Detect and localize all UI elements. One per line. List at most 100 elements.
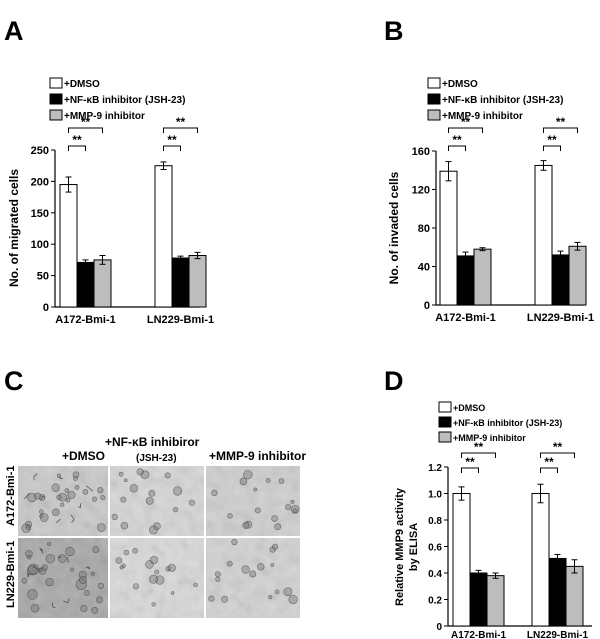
significance-bracket [461, 467, 479, 473]
significance-bracket [461, 452, 496, 458]
microscopy-image [110, 466, 204, 536]
bar [188, 255, 207, 308]
panel-letter-a: A [4, 16, 24, 46]
y-tick-label: 0 [424, 300, 430, 312]
legend-swatch [49, 109, 63, 121]
legend-label: +DMSO [64, 79, 100, 90]
chart-invaded-cells: +DMSO +NF-κB inhibitor (JSH-23) +MMP-9 inh… [387, 77, 594, 324]
y-tick-label: 160 [412, 146, 430, 158]
significance-bracket [540, 452, 575, 458]
legend-swatch [49, 77, 63, 89]
legend-swatch [427, 77, 441, 89]
legend-label: +MMP-9 inhibitor [453, 433, 526, 443]
significance-label: ** [461, 115, 471, 129]
bar [452, 493, 471, 627]
legend-label: +MMP-9 inhibitor [442, 111, 523, 122]
significance-label: ** [556, 115, 566, 129]
y-tick-label: 50 [37, 271, 49, 283]
significance-label: ** [167, 133, 177, 147]
bar [171, 257, 190, 308]
bar [439, 170, 458, 306]
legend-label: +MMP-9 inhibitor [64, 111, 145, 122]
bar [551, 254, 570, 306]
bar [565, 565, 584, 627]
significance-label: ** [474, 440, 484, 454]
significance-label: ** [465, 455, 475, 469]
bar [486, 575, 505, 627]
significance-bracket [163, 127, 198, 133]
bar [59, 184, 78, 308]
y-tick-label: 40 [418, 262, 430, 274]
bar [93, 259, 112, 308]
significance-label: ** [544, 455, 554, 469]
y-axis-label: No. of migrated cells [7, 169, 21, 287]
micro-row-ln229: LN229-Bmi-1 [5, 541, 17, 608]
significance-bracket [543, 127, 578, 133]
y-tick-label: 200 [31, 176, 49, 188]
y-tick-label: 0.2 [428, 596, 442, 607]
panel-letter-c: C [4, 366, 24, 396]
y-tick-label: 0 [436, 622, 442, 633]
microscopy-image [206, 466, 300, 536]
panel-letter-d: D [384, 366, 404, 396]
significance-bracket [163, 145, 181, 151]
significance-bracket [68, 127, 103, 133]
significance-bracket [543, 145, 561, 151]
y-tick-label: 1.0 [428, 490, 442, 501]
legend-swatch [49, 93, 63, 105]
chart-migrated-cells: +DMSO +NF-κB inhibitor (JSH-23) +MMP-9 inh… [7, 77, 214, 326]
microscopy-image [206, 538, 300, 618]
y-tick-label: 0.6 [428, 543, 442, 554]
significance-label: ** [72, 133, 82, 147]
microscopy-panel: +DMSO +NF-κB inhibiror (JSH-23) +MMP-9 i… [5, 435, 306, 618]
significance-label: ** [553, 440, 563, 454]
y-tick-label: 120 [412, 185, 430, 197]
y-axis-label: No. of invaded cells [387, 171, 401, 284]
micro-col-nfkb-sub: (JSH-23) [136, 453, 177, 464]
micro-col-dmso: +DMSO [62, 449, 105, 463]
y-axis-label: Relative MMP9 activity by ELISA [394, 487, 420, 606]
significance-bracket [448, 127, 483, 133]
y-tick-label: 1.2 [428, 463, 442, 474]
x-tick-label: A172-Bmi-1 [451, 630, 506, 639]
x-tick-label: LN229-Bmi-1 [147, 314, 214, 326]
legend-swatch [427, 93, 441, 105]
microscopy-image [18, 538, 108, 618]
bar [531, 493, 550, 627]
bar [548, 557, 567, 627]
micro-col-mmp9: +MMP-9 inhibitor [209, 449, 306, 463]
legend-label: +NF-κB inhibitor (JSH-23) [453, 418, 562, 428]
significance-label: ** [547, 133, 557, 147]
x-tick-label: A172-Bmi-1 [435, 312, 496, 324]
bar [534, 164, 553, 306]
significance-label: ** [176, 115, 186, 129]
chart-mmp9-activity: +DMSO +NF-κB inhibitor (JSH-23) +MMP-9 inh… [394, 401, 592, 639]
legend-label: +NF-κB inhibitor (JSH-23) [64, 95, 185, 106]
significance-label: ** [452, 133, 462, 147]
microscopy-image [110, 538, 204, 618]
y-tick-label: 100 [31, 239, 49, 251]
bar [76, 261, 95, 308]
significance-bracket [68, 145, 86, 151]
legend-swatch [438, 416, 452, 428]
legend-label: +DMSO [442, 79, 478, 90]
legend-label: +DMSO [453, 403, 485, 413]
significance-label: ** [81, 115, 91, 129]
y-tick-label: 0.4 [428, 569, 442, 580]
x-tick-label: LN229-Bmi-1 [527, 312, 594, 324]
micro-col-nfkb: +NF-κB inhibiror [105, 435, 200, 449]
bar [473, 248, 492, 306]
significance-bracket [540, 467, 558, 473]
bar [456, 255, 475, 306]
legend-swatch [438, 401, 452, 413]
y-tick-label: 150 [31, 208, 49, 220]
y-tick-label: 0 [43, 302, 49, 314]
significance-bracket [448, 145, 466, 151]
legend-label: +NF-κB inhibitor (JSH-23) [442, 95, 563, 106]
x-tick-label: A172-Bmi-1 [55, 314, 116, 326]
y-tick-label: 0.8 [428, 516, 442, 527]
bar [154, 165, 173, 308]
legend-swatch [427, 109, 441, 121]
microscopy-image [18, 466, 108, 536]
